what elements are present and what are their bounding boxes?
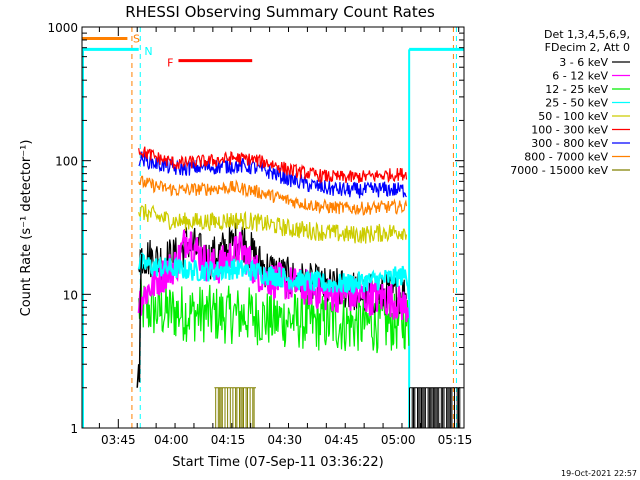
series-line-12-25keV [138,278,410,354]
burst-3-6keVlow [409,387,461,428]
flag-letter-n: N [144,45,152,58]
y-tick-label: 10 [63,288,78,302]
legend-entry-label: 12 - 25 keV [545,83,608,96]
x-tick-label: 04:00 [154,433,189,447]
legend-entry-label: 800 - 7000 keV [524,151,608,164]
legend: Det 1,3,4,5,6,9,FDecim 2, Att 0 3 - 6 keV… [510,28,630,177]
legend-header-line: Det 1,3,4,5,6,9, [544,28,630,41]
chart-title: RHESSI Observing Summary Count Rates [125,3,435,21]
flag-letter-f: F [167,56,173,69]
legend-entry-label: 7000 - 15000 keV [510,164,608,177]
legend-entry-label: 6 - 12 keV [552,70,608,83]
x-tick-label: 04:30 [267,433,302,447]
y-tick-label: 1 [70,422,78,436]
x-tick-label: 04:45 [324,433,359,447]
x-axis-label: Start Time (07-Sep-11 03:36:22) [172,455,383,470]
y-tick-label: 1000 [47,21,78,35]
legend-entry-label: 25 - 50 keV [545,97,608,110]
plot-frame [81,26,465,429]
series-line-3-6keV-rise [136,254,143,388]
y-axis-label: Count Rate (s⁻¹ detector⁻¹) [19,140,34,317]
axes: 1 10 100 1000 03:45 04:00 04:15 04:30 04:45 05:00… [47,21,472,447]
series-line-800-7000keV [138,175,408,216]
x-tick-label: 04:15 [211,433,246,447]
flag-letter-s: S [133,33,140,46]
series-line-100-300keV [138,146,408,184]
x-tick-label: 05:15 [438,433,473,447]
burst-7000-15000keV [214,387,256,428]
legend-header-line: FDecim 2, Att 0 [545,41,630,54]
flag-markers: SN F [82,27,464,428]
x-tick-label: 05:00 [381,433,416,447]
series-line-50-100keV [138,203,408,244]
legend-entry-label: 50 - 100 keV [538,110,608,123]
legend-entry-label: 300 - 800 keV [531,137,608,150]
x-tick-label: 03:45 [101,433,136,447]
legend-entry-label: 100 - 300 keV [531,124,608,137]
timestamp: 19-Oct-2021 22:57 [561,469,637,478]
legend-entry-label: 3 - 6 keV [559,56,608,69]
y-tick-label: 100 [55,155,78,169]
series-line-25-50keV [137,252,410,300]
series-layer [136,146,461,428]
